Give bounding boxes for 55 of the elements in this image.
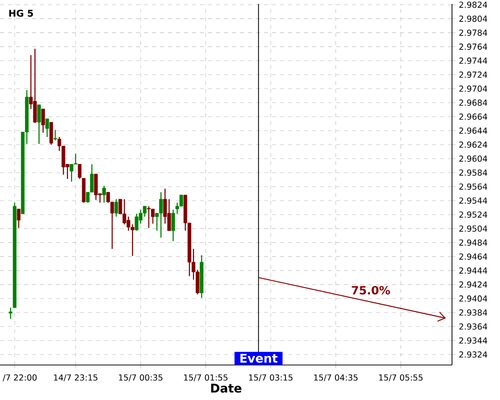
y-tick-label: 2.9764 xyxy=(459,44,488,50)
x-tick-label: 15/7 04:35 xyxy=(314,374,358,382)
candlestick xyxy=(45,118,49,138)
y-tick-label: 2.9564 xyxy=(459,183,488,190)
y-tick-label: 2.9484 xyxy=(459,239,488,246)
x-tick-label: 15/7 00:35 xyxy=(119,374,162,382)
candlestick xyxy=(151,208,155,224)
candlestick xyxy=(37,104,41,144)
candlestick xyxy=(82,178,86,204)
y-tick-label: 2.9644 xyxy=(459,128,488,134)
candlestick xyxy=(78,164,82,180)
candlestick xyxy=(159,192,163,238)
y-tick-label: 2.9384 xyxy=(459,309,488,316)
y-tick-label: 2.9724 xyxy=(459,72,488,78)
ref-line-label: Event xyxy=(240,354,278,363)
candlestick xyxy=(146,206,151,228)
y-tick-label: 2.9524 xyxy=(459,211,488,218)
y-tick-label: 2.9344 xyxy=(459,337,488,344)
candlestick xyxy=(16,208,20,228)
y-tick-label: 2.9364 xyxy=(459,323,488,330)
y-tick-label: 2.9504 xyxy=(459,225,488,232)
y-tick-label: 2.9404 xyxy=(459,295,488,302)
candlestick xyxy=(70,164,74,182)
x-tick-label: 15/7 03:15 xyxy=(249,374,292,382)
y-tick-label: 2.9424 xyxy=(459,281,488,288)
candlestick xyxy=(102,185,106,204)
y-tick-label: 2.9544 xyxy=(459,197,488,204)
y-tick-label: 2.9804 xyxy=(459,16,488,22)
y-tick-label: 2.9464 xyxy=(459,253,488,260)
y-tick-label: 2.9784 xyxy=(459,30,488,36)
y-tick-label: 2.9664 xyxy=(459,114,488,120)
candlestick xyxy=(41,108,45,134)
y-tick-label: 2.9744 xyxy=(459,58,488,64)
y-tick-label: 2.9704 xyxy=(459,86,488,92)
y-tick-label: 2.9584 xyxy=(459,169,488,176)
y-tick-label: 2.9684 xyxy=(459,100,488,106)
candlestick xyxy=(53,129,58,141)
candlestick xyxy=(134,213,138,232)
y-tick-label: 2.9624 xyxy=(459,142,488,148)
y-tick-label: 2.9604 xyxy=(459,156,488,162)
annotation: 75.0% xyxy=(352,286,390,295)
candlestick xyxy=(49,122,54,146)
x-tick-label: 14/7 23:15 xyxy=(54,374,98,382)
chart-title: HG 5 xyxy=(9,10,33,17)
x-axis-title: Date xyxy=(211,384,242,393)
x-tick-label: /7 22:00 xyxy=(2,374,37,382)
y-tick-label: 2.9324 xyxy=(459,351,488,358)
candlestick xyxy=(94,173,98,200)
x-tick-label: 15/7 05:55 xyxy=(379,374,423,382)
candlestick xyxy=(33,48,37,124)
candlestick xyxy=(114,198,118,218)
x-tick-label: 15/7 01:55 xyxy=(184,374,228,382)
y-tick-label: 2.9444 xyxy=(459,267,488,274)
candlestick xyxy=(142,206,147,218)
y-tick-label: 2.9824 xyxy=(459,2,488,8)
